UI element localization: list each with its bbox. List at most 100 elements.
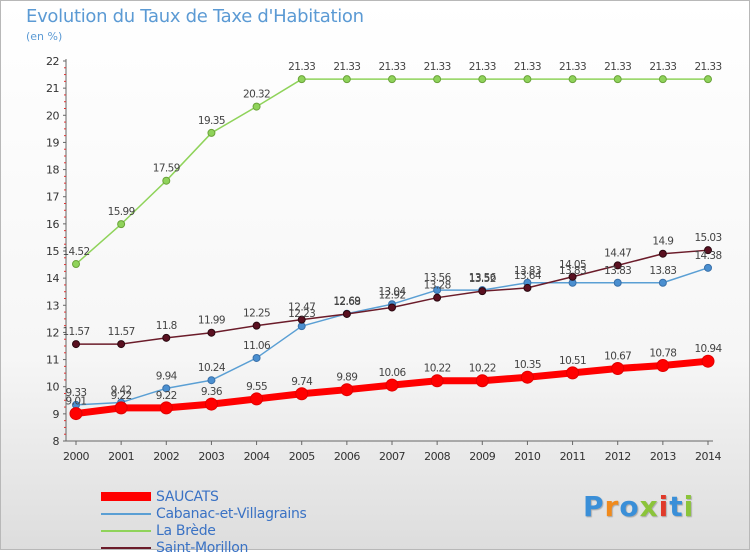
data-point [704, 75, 712, 84]
data-label: 11.99 [198, 315, 225, 327]
data-label: 9.55 [246, 381, 267, 393]
y-tick-label: 12 [46, 326, 59, 339]
data-label: 21.33 [559, 61, 586, 73]
data-label: 21.33 [649, 61, 676, 73]
data-label: 13.56 [469, 272, 497, 284]
data-point [523, 75, 532, 84]
data-label: 13.83 [514, 265, 541, 277]
data-point [295, 387, 309, 401]
data-label: 10.67 [604, 351, 631, 363]
data-point [613, 278, 622, 287]
x-tick-label: 2007 [379, 450, 405, 463]
data-point [72, 260, 80, 269]
data-point [297, 322, 306, 331]
data-label: 21.33 [424, 61, 451, 73]
data-point [658, 75, 667, 84]
data-label: 9.33 [66, 387, 87, 399]
data-label: 10.51 [559, 355, 586, 367]
data-label: 10.06 [378, 367, 406, 379]
data-point [342, 309, 351, 318]
y-tick-label: 8 [53, 435, 60, 448]
chart-unit-label: (en %) [26, 30, 63, 43]
data-label: 10.94 [694, 343, 722, 355]
data-label: 10.24 [198, 362, 226, 374]
data-label: 14.52 [62, 246, 89, 258]
y-tick-label: 19 [46, 136, 59, 149]
legend-swatch [101, 546, 151, 549]
data-label: 11.8 [156, 320, 177, 332]
y-tick-label: 13 [46, 299, 59, 312]
data-point [478, 287, 487, 296]
chart-title: Evolution du Taux de Taxe d'Habitation [26, 6, 364, 27]
data-label: 17.59 [153, 163, 180, 175]
data-point [388, 75, 396, 84]
data-label: 9.36 [201, 386, 223, 398]
data-label: 21.33 [288, 61, 315, 73]
data-label: 9.94 [156, 370, 178, 382]
data-label: 10.22 [424, 363, 451, 375]
data-point [611, 362, 625, 376]
data-point [566, 366, 580, 380]
data-point [342, 75, 351, 84]
data-point [162, 384, 171, 393]
legend-label: Cabanac-et-Villagrains [156, 505, 307, 522]
data-point [388, 303, 396, 312]
legend-item: La Brède [101, 522, 307, 539]
data-point [69, 407, 83, 421]
data-point [430, 374, 444, 388]
x-tick-label: 2000 [63, 450, 89, 463]
data-point [207, 128, 216, 137]
data-label: 12.69 [333, 296, 360, 308]
y-tick-label: 11 [46, 354, 59, 367]
data-label: 10.35 [514, 359, 541, 371]
x-tick-label: 2004 [244, 450, 270, 463]
data-label: 14.9 [652, 236, 673, 248]
data-point [433, 286, 442, 295]
data-point [520, 370, 534, 384]
data-point [297, 75, 306, 84]
data-label: 13.52 [469, 273, 496, 285]
data-label: 10.22 [469, 363, 496, 375]
data-point [523, 283, 532, 292]
data-label: 21.33 [514, 61, 541, 73]
data-point [162, 176, 171, 185]
data-label: 13.83 [559, 265, 586, 277]
legend: SAUCATS Cabanac-et-Villagrains La Brède Sai… [101, 488, 307, 556]
legend-label: SAUCATS [156, 488, 219, 505]
legend-swatch [101, 512, 151, 515]
data-point [252, 102, 261, 111]
x-tick-label: 2012 [605, 450, 631, 463]
data-point [297, 315, 306, 324]
data-label: 13.28 [424, 280, 451, 292]
y-tick-label: 21 [46, 82, 59, 95]
data-point [701, 354, 715, 368]
y-tick-label: 20 [46, 109, 59, 122]
data-point [475, 374, 489, 388]
data-label: 21.33 [604, 61, 631, 73]
x-tick-label: 2014 [695, 450, 721, 463]
y-tick-label: 18 [46, 164, 59, 177]
data-label: 12.47 [288, 302, 315, 314]
data-point [433, 293, 442, 302]
data-point [478, 75, 487, 84]
legend-item: Saint-Morillon [101, 539, 307, 556]
data-point [162, 333, 171, 342]
data-label: 11.06 [243, 340, 271, 352]
data-label: 15.99 [108, 206, 135, 218]
data-point [117, 340, 126, 349]
data-point [704, 246, 712, 255]
x-tick-label: 2008 [424, 450, 450, 463]
data-point [250, 392, 264, 406]
data-label: 9.01 [66, 396, 87, 408]
data-label: 13.64 [514, 270, 542, 282]
y-tick-label: 22 [46, 55, 59, 68]
data-point [704, 263, 712, 272]
data-point [568, 272, 577, 281]
data-point [207, 376, 216, 385]
data-point [252, 321, 261, 330]
data-label: 21.33 [378, 61, 405, 73]
x-tick-label: 2002 [153, 450, 179, 463]
legend-swatch [101, 492, 151, 501]
